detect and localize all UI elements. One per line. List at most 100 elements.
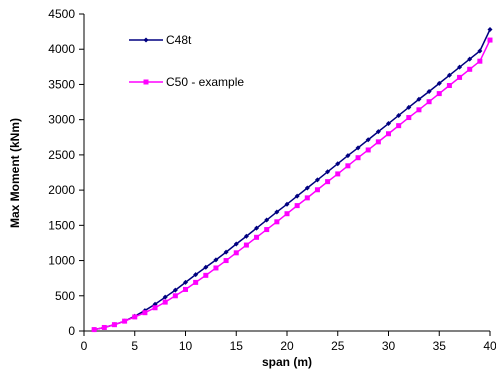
data-point xyxy=(426,99,432,105)
x-tick-label: 35 xyxy=(433,339,447,353)
y-tick-label: 0 xyxy=(68,324,75,338)
data-point xyxy=(183,279,188,285)
y-tick-label: 1500 xyxy=(48,218,75,232)
x-tick-label: 40 xyxy=(483,339,496,353)
data-point xyxy=(345,153,351,159)
x-tick-label: 15 xyxy=(230,339,244,353)
data-point xyxy=(477,48,483,54)
y-tick-label: 3500 xyxy=(48,77,75,91)
data-point xyxy=(122,318,128,324)
data-point xyxy=(426,88,432,94)
y-tick-label: 4500 xyxy=(48,7,75,21)
data-point xyxy=(274,209,280,215)
x-tick-label: 0 xyxy=(81,339,88,353)
data-point xyxy=(314,187,320,193)
data-point xyxy=(355,155,361,161)
y-axis-title: Max Moment (kNm) xyxy=(8,118,22,228)
x-axis-title: span (m) xyxy=(262,355,312,369)
data-point xyxy=(335,171,341,177)
series-1 xyxy=(91,37,493,333)
data-point xyxy=(457,74,463,80)
data-point xyxy=(254,225,260,231)
data-point xyxy=(213,265,219,271)
data-point xyxy=(223,249,229,255)
data-point xyxy=(284,211,290,217)
data-point xyxy=(335,161,341,167)
data-point xyxy=(233,241,239,247)
data-point xyxy=(325,179,331,185)
data-point xyxy=(365,137,371,143)
data-point xyxy=(314,177,320,183)
data-point xyxy=(264,227,270,233)
legend-label: C48t xyxy=(166,33,192,47)
series-line xyxy=(93,39,491,331)
y-tick-label: 2500 xyxy=(48,148,75,162)
data-point xyxy=(193,272,199,278)
data-point xyxy=(132,314,138,320)
data-point xyxy=(193,279,199,285)
data-point xyxy=(101,324,107,330)
y-tick-label: 500 xyxy=(55,289,75,303)
data-point xyxy=(467,66,473,72)
data-point xyxy=(162,294,168,300)
data-point xyxy=(183,286,188,292)
data-point xyxy=(436,80,442,86)
data-point xyxy=(365,147,371,153)
data-point xyxy=(213,257,219,263)
tick-labels: 0 500 1000 1500 2000 2500 3000 3500 4000 4500 0 5 10… xyxy=(48,7,496,353)
y-tick-label: 3000 xyxy=(48,113,75,127)
data-point xyxy=(203,264,209,270)
series-0 xyxy=(91,26,493,333)
data-point xyxy=(233,250,239,256)
data-point xyxy=(162,299,168,305)
data-point xyxy=(111,322,117,328)
data-point xyxy=(223,258,229,264)
legend-marker xyxy=(143,37,149,43)
data-point xyxy=(386,131,391,137)
data-point xyxy=(375,129,381,135)
y-tick-label: 4000 xyxy=(48,42,75,56)
series-line xyxy=(93,29,491,331)
legend-marker xyxy=(143,79,149,85)
data-point xyxy=(284,201,290,207)
data-point xyxy=(172,287,178,293)
data-point xyxy=(396,123,402,129)
data-point xyxy=(243,242,249,248)
data-point xyxy=(396,112,402,118)
legend-item: C48t xyxy=(129,33,192,47)
data-point xyxy=(243,233,249,239)
data-point xyxy=(294,203,300,209)
data-point xyxy=(375,139,381,145)
y-tick-label: 2000 xyxy=(48,183,75,197)
data-point xyxy=(406,104,412,110)
data-point xyxy=(172,293,178,299)
data-point xyxy=(91,327,97,333)
data-point xyxy=(304,195,310,201)
data-point xyxy=(325,169,331,175)
data-point xyxy=(487,26,493,32)
data-point xyxy=(457,64,463,70)
data-point xyxy=(274,219,280,225)
data-point xyxy=(264,217,270,223)
data-point xyxy=(487,37,493,43)
data-point xyxy=(254,234,260,240)
data-point xyxy=(436,91,442,97)
x-tick-label: 20 xyxy=(280,339,294,353)
tick-marks xyxy=(79,13,491,336)
data-point xyxy=(355,145,361,151)
legend-label: C50 - example xyxy=(166,75,244,89)
data-point xyxy=(416,96,422,102)
data-point xyxy=(152,305,158,311)
legend: C48t C50 - example xyxy=(129,33,244,89)
data-point xyxy=(345,163,351,169)
series-layer xyxy=(91,26,493,333)
data-point xyxy=(446,72,452,78)
data-point xyxy=(203,272,209,278)
data-point xyxy=(304,185,310,191)
legend-item: C50 - example xyxy=(129,75,244,89)
data-point xyxy=(142,310,148,316)
axes xyxy=(83,14,490,332)
x-tick-label: 10 xyxy=(179,339,193,353)
data-point xyxy=(386,121,391,127)
